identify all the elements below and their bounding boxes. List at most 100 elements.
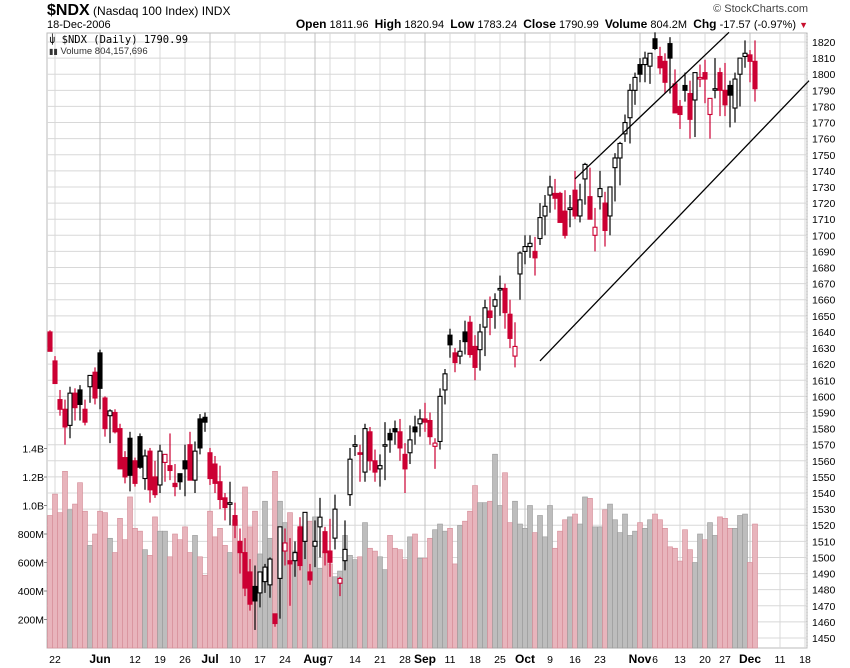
- price-tick-label: 1790: [812, 85, 836, 97]
- price-tick-label: 1780: [812, 101, 836, 113]
- price-tick-label: 1730: [812, 182, 836, 194]
- date-tick-label: Sep: [414, 652, 436, 666]
- close-value: 1790.99: [558, 19, 599, 31]
- volume-legend: ▮▮ Volume 804,157,696: [49, 46, 148, 57]
- change-label: Chg: [693, 17, 717, 31]
- date-tick-label: 24: [279, 654, 291, 666]
- copyright: © StockCharts.com: [713, 3, 808, 15]
- date-tick-label: 11: [445, 654, 456, 666]
- price-tick-label: 1540: [812, 488, 836, 500]
- date-tick-label: 23: [594, 654, 606, 666]
- date-tick-label: 11: [775, 654, 786, 666]
- price-tick-label: 1660: [812, 295, 836, 307]
- quote-bar: Open 1811.96 High 1820.94 Low 1783.24 Cl…: [296, 17, 808, 31]
- date-tick-label: 14: [349, 654, 361, 666]
- date-tick-label: 18: [799, 654, 811, 666]
- date-tick-label: 25: [494, 654, 506, 666]
- date-tick-label: 7: [327, 654, 333, 666]
- price-tick-label: 1480: [812, 585, 836, 597]
- volume-tick-label: 200M: [18, 615, 44, 627]
- date-tick-label: 9: [547, 654, 553, 666]
- date-tick-label: 19: [154, 654, 166, 666]
- volume-label: Volume: [604, 17, 648, 31]
- volume-tick-label: 1.2B: [22, 472, 44, 484]
- date-tick-label: Aug: [303, 652, 326, 666]
- date-tick-label: 10: [229, 654, 241, 666]
- price-tick-label: 1690: [812, 246, 836, 258]
- price-tick-label: 1510: [812, 536, 836, 548]
- date-tick-label: 27: [719, 654, 731, 666]
- trendline: [574, 31, 730, 180]
- date-tick-label: Oct: [515, 652, 535, 666]
- date-tick-label: 28: [399, 654, 411, 666]
- price-tick-label: 1490: [812, 569, 836, 581]
- price-tick-label: 1560: [812, 456, 836, 468]
- price-tick-label: 1710: [812, 214, 836, 226]
- price-tick-label: 1610: [812, 375, 836, 387]
- price-tick-label: 1550: [812, 472, 836, 484]
- volume-tick-label: 800M: [18, 529, 44, 541]
- volume-legend-text: Volume 804,157,696: [60, 46, 148, 57]
- date-tick-label: 13: [674, 654, 686, 666]
- date-tick-label: Jun: [89, 652, 110, 666]
- date-tick-label: Dec: [739, 652, 761, 666]
- volume-bars-icon: ▮▮: [49, 47, 58, 56]
- volume-tick-label: 1.0B: [22, 501, 44, 513]
- price-tick-label: 1460: [812, 617, 836, 629]
- exchange: INDX: [201, 4, 231, 18]
- high-label: High: [374, 17, 402, 31]
- price-tick-label: 1470: [812, 601, 836, 613]
- volume-bars: [47, 453, 758, 649]
- chart-date: 18-Dec-2006: [47, 19, 111, 31]
- price-tick-label: 1520: [812, 520, 836, 532]
- price-tick-label: 1720: [812, 198, 836, 210]
- low-value: 1783.24: [477, 19, 518, 31]
- price-tick-label: 1760: [812, 134, 836, 146]
- price-tick-label: 1580: [812, 424, 836, 436]
- symbol: $NDX: [47, 2, 90, 19]
- price-tick-label: 1820: [812, 37, 836, 49]
- price-tick-label: 1670: [812, 279, 836, 291]
- date-tick-label: 18: [469, 654, 481, 666]
- price-tick-label: 1590: [812, 407, 836, 419]
- trendline: [539, 80, 810, 362]
- high-value: 1820.94: [404, 19, 445, 31]
- date-tick-label: 17: [254, 654, 266, 666]
- price-tick-label: 1640: [812, 327, 836, 339]
- price-tick-label: 1750: [812, 150, 836, 162]
- price-tick-label: 1680: [812, 263, 836, 275]
- chart-title: $NDX (Nasdaq 100 Index) INDX: [47, 2, 230, 20]
- price-tick-label: 1620: [812, 359, 836, 371]
- price-tick-label: 1740: [812, 166, 836, 178]
- volume-tick-label: 600M: [18, 558, 44, 570]
- price-tick-label: 1600: [812, 391, 836, 403]
- date-tick-label: Nov: [629, 652, 652, 666]
- date-tick-label: 6: [652, 654, 658, 666]
- candlestick-icon: ⍦: [49, 34, 56, 46]
- date-tick-label: 26: [179, 654, 191, 666]
- low-label: Low: [450, 17, 475, 31]
- index-name: (Nasdaq 100 Index): [93, 4, 199, 18]
- price-legend: ⍦ $NDX (Daily) 1790.99: [49, 34, 188, 46]
- date-tick-label: Jul: [201, 652, 218, 666]
- change-value: -17.57 (-0.97%): [719, 19, 797, 31]
- price-tick-label: 1570: [812, 440, 836, 452]
- price-tick-label: 1810: [812, 53, 836, 65]
- candlesticks: [47, 32, 758, 630]
- date-tick-label: 12: [129, 654, 141, 666]
- volume-tick-label: 400M: [18, 586, 44, 598]
- date-tick-label: 21: [374, 654, 386, 666]
- open-label: Open: [295, 17, 327, 31]
- price-tick-label: 1450: [812, 633, 836, 645]
- date-tick-label: 16: [569, 654, 581, 666]
- open-value: 1811.96: [329, 19, 369, 31]
- volume-value: 804.2M: [650, 19, 688, 31]
- price-tick-label: 1770: [812, 118, 836, 130]
- close-label: Close: [523, 17, 556, 31]
- price-tick-label: 1700: [812, 230, 836, 242]
- price-legend-text: $NDX (Daily) 1790.99: [61, 34, 189, 46]
- down-arrow-icon: ▼: [799, 20, 808, 30]
- price-tick-label: 1650: [812, 311, 836, 323]
- price-tick-label: 1500: [812, 552, 836, 564]
